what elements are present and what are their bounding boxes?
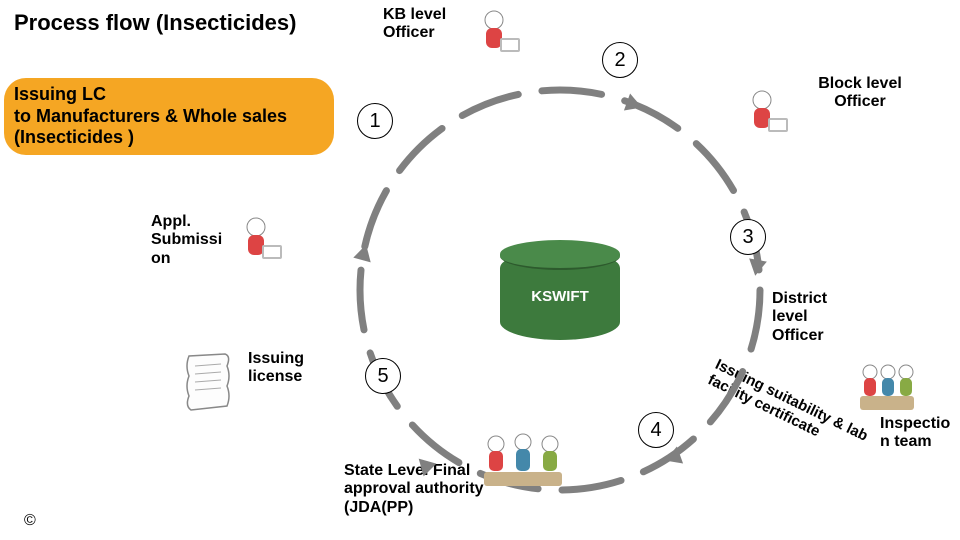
step-3: 3 (730, 219, 766, 255)
callout-line1: Issuing LC (14, 84, 106, 104)
callout-line3: (Insecticides ) (14, 127, 134, 147)
issuing-lc-callout: Issuing LC to Manufacturers & Whole sale… (4, 78, 334, 155)
step-1: 1 (357, 103, 393, 139)
block-officer-icon (742, 88, 792, 148)
license-doc-icon (183, 352, 233, 412)
kswift-db: KSWIFT (500, 250, 620, 340)
page-title: Process flow (Insecticides) (14, 10, 296, 36)
kb-officer-icon (474, 8, 524, 68)
step-2: 2 (602, 42, 638, 78)
callout-line2: to Manufacturers & Whole sales (14, 106, 287, 126)
inspection-team-icon (856, 362, 918, 418)
copyright-symbol: © (24, 512, 36, 530)
step-5: 5 (365, 358, 401, 394)
inspection-team-label: Inspectio n team (880, 415, 960, 452)
db-label: KSWIFT (500, 288, 620, 305)
applicant-icon (236, 215, 286, 275)
state-authority-icon (478, 432, 568, 492)
step-4: 4 (638, 412, 674, 448)
appl-submission-label: Appl. Submissi on (151, 213, 231, 268)
